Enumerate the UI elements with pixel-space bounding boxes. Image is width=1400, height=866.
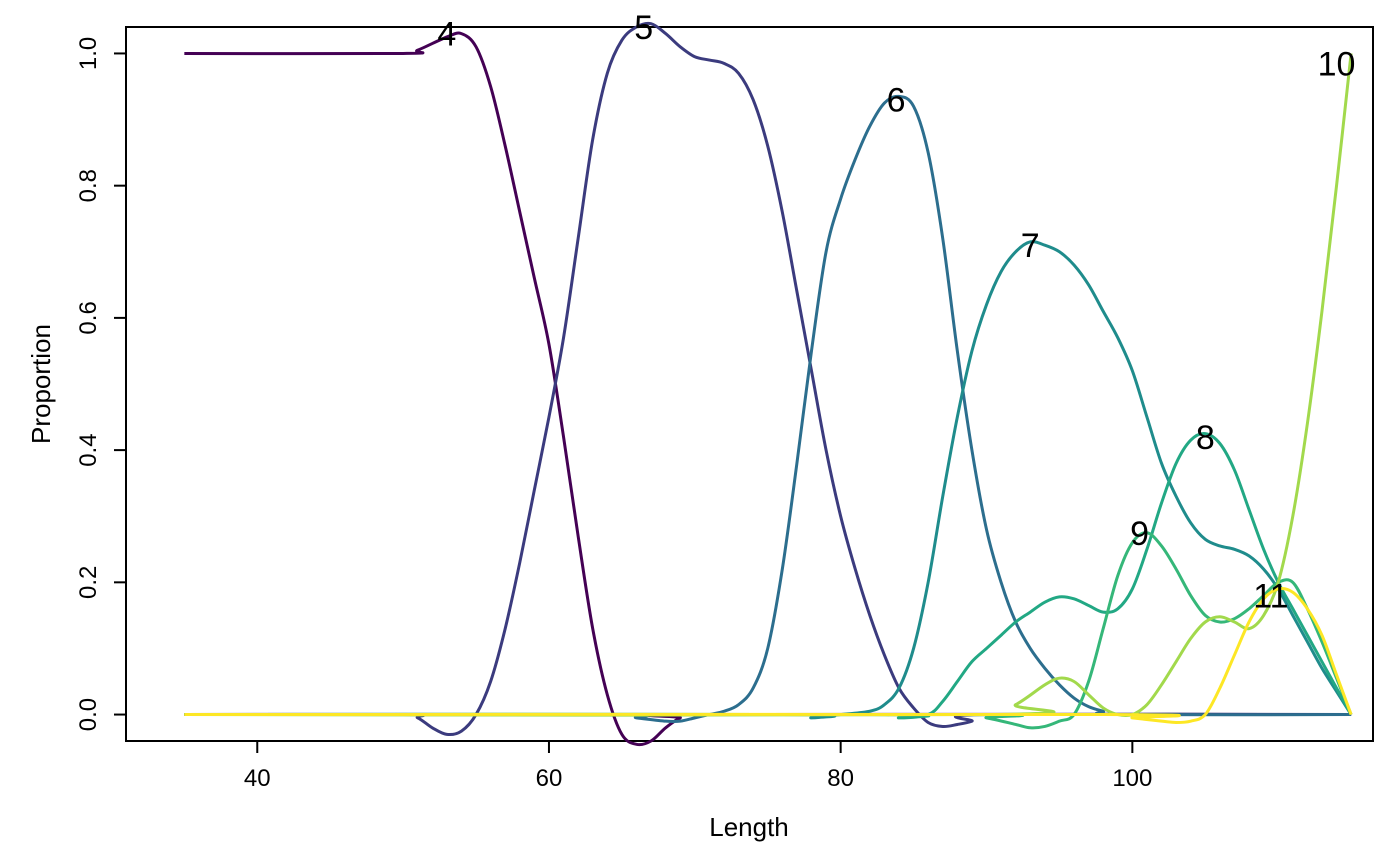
series-label-6: 6 <box>887 82 906 120</box>
series-line-8 <box>184 432 1353 720</box>
series-label-4: 4 <box>437 16 456 54</box>
series-label-9: 9 <box>1130 515 1149 553</box>
x-tick-label: 80 <box>827 765 854 792</box>
y-tick-label: 0.2 <box>75 566 102 599</box>
x-tick-label: 100 <box>1112 765 1152 792</box>
series-label-7: 7 <box>1021 227 1040 265</box>
series-label-5: 5 <box>634 9 653 47</box>
series-line-5 <box>184 21 1352 737</box>
series-line-4 <box>184 31 1352 747</box>
series-layer: 4 5 6 7 8 9 10 11 <box>184 9 1356 747</box>
series-label-10: 10 <box>1318 45 1356 83</box>
y-tick-label: 0.8 <box>75 169 102 202</box>
series-line-9 <box>184 531 1353 730</box>
y-axis-title: Proportion <box>26 324 56 444</box>
y-tick-label: 0.4 <box>75 433 102 466</box>
series-line-7 <box>184 240 1353 720</box>
y-tick-label: 0.6 <box>75 301 102 334</box>
series-label-11: 11 <box>1253 578 1288 616</box>
series-line-10 <box>184 53 1353 718</box>
series-line-11 <box>184 587 1353 724</box>
series-label-8: 8 <box>1196 419 1215 457</box>
plot-frame <box>125 26 1374 742</box>
y-tick-label: 0.0 <box>75 698 102 731</box>
series-line-6 <box>184 94 1352 724</box>
x-tick-label: 60 <box>536 765 563 792</box>
x-axis-title: Length <box>709 812 789 842</box>
x-tick-label: 40 <box>244 765 271 792</box>
y-tick-label: 1.0 <box>75 37 102 70</box>
axis-layer: 40 60 80 100 0.0 0.2 0.4 0.6 0.8 1.0 <box>75 37 1152 792</box>
